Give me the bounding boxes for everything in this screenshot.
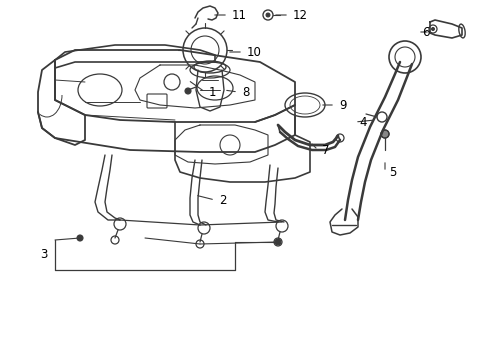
Circle shape: [432, 27, 435, 31]
Text: 6: 6: [422, 26, 430, 39]
Circle shape: [185, 88, 191, 94]
Text: 11: 11: [232, 9, 247, 22]
Text: 12: 12: [293, 9, 308, 22]
Circle shape: [266, 13, 270, 17]
Text: 5: 5: [389, 166, 396, 179]
Circle shape: [275, 239, 281, 245]
Text: 8: 8: [242, 86, 249, 99]
Text: 9: 9: [339, 99, 346, 112]
Circle shape: [77, 235, 83, 241]
Text: 7: 7: [322, 144, 329, 157]
Text: 4: 4: [359, 116, 367, 129]
Circle shape: [381, 130, 389, 138]
Text: 10: 10: [247, 45, 262, 59]
Text: 3: 3: [41, 248, 48, 261]
Text: 2: 2: [219, 194, 226, 207]
Text: 1: 1: [209, 86, 217, 99]
